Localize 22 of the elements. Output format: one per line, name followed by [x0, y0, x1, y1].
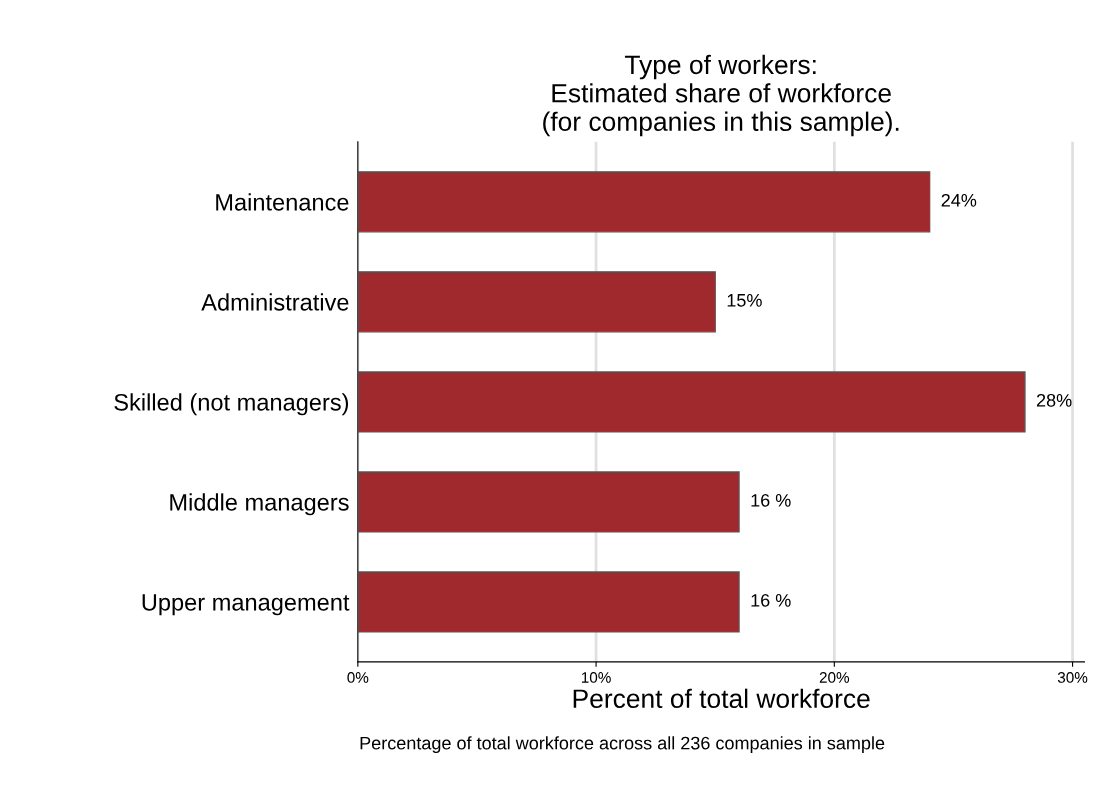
- data-label: 16 %: [751, 493, 791, 507]
- y-tick-label: Upper management: [142, 594, 350, 616]
- bar: [357, 471, 740, 533]
- chart-title: Type of workers: Estimated share of workforce (for companies in this sample).: [543, 54, 899, 137]
- x-tick-label: 10%: [581, 672, 611, 683]
- data-label: 15%: [727, 294, 762, 307]
- x-tick-label: 0%: [347, 672, 369, 683]
- bar: [357, 171, 931, 233]
- y-tick-label: Middle managers: [170, 493, 349, 516]
- y-tick-label: Skilled (not managers): [114, 393, 349, 416]
- data-label: 24%: [941, 193, 977, 207]
- x-axis-title: Percent of total workforce: [573, 688, 870, 709]
- bar: [357, 571, 740, 633]
- x-tick-label: 30%: [1057, 672, 1088, 683]
- data-label: 28%: [1036, 393, 1072, 407]
- bar: [357, 371, 1026, 433]
- data-label: 16 %: [751, 593, 791, 607]
- x-tick-label: 20%: [819, 672, 850, 683]
- bar: [357, 271, 716, 333]
- y-tick-label: Maintenance: [216, 193, 349, 211]
- y-tick-label: Administrative: [201, 293, 349, 311]
- text: Percentage of total workforce across all 236 companies in sample: [360, 736, 885, 754]
